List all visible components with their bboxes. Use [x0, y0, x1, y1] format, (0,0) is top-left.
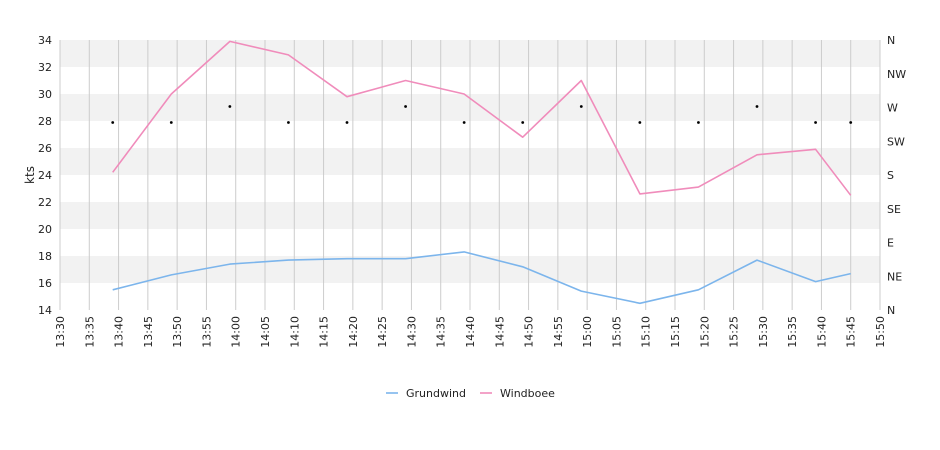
direction-markers	[111, 105, 853, 124]
direction-marker	[462, 121, 466, 124]
x-tick-label: 15:40	[815, 316, 828, 348]
x-tick-label: 15:45	[845, 316, 858, 348]
x-tick-label: 14:45	[493, 316, 506, 348]
x-tick-label: 13:50	[171, 316, 184, 348]
direction-tick-label: SE	[887, 203, 901, 216]
x-tick-label: 14:15	[318, 316, 331, 348]
direction-tick-label: SW	[887, 135, 905, 148]
x-tick-label: 14:55	[552, 316, 565, 348]
y-tick-label: 34	[38, 34, 52, 47]
direction-tick-label: E	[887, 237, 894, 250]
x-tick-label: 14:20	[347, 316, 360, 348]
direction-tick-label: N	[887, 34, 895, 47]
y-tick-label: 24	[38, 169, 52, 182]
x-tick-label: 13:40	[113, 316, 126, 348]
series-line-windboee	[112, 40, 852, 196]
y-tick-label: 14	[38, 304, 52, 317]
x-tick-label: 14:50	[523, 316, 536, 348]
x-tick-label: 15:30	[757, 316, 770, 348]
legend: Grundwind Windboee	[386, 387, 555, 400]
x-tick-label: 15:25	[728, 316, 741, 348]
x-tick-label: 14:25	[376, 316, 389, 348]
x-tick-label: 15:35	[786, 316, 799, 348]
direction-marker	[521, 121, 525, 124]
direction-marker	[755, 105, 759, 108]
direction-marker	[345, 121, 349, 124]
direction-marker	[169, 121, 173, 124]
direction-marker	[404, 105, 407, 108]
direction-marker	[228, 105, 232, 108]
x-tick-label: 14:35	[435, 316, 448, 348]
x-tick-label: 14:40	[464, 316, 477, 348]
y-axis: 14 16 18 20 22 24 26 28 30 32 34	[38, 34, 52, 317]
direction-tick-label: NE	[887, 270, 902, 283]
x-tick-label: 15:20	[698, 316, 711, 348]
direction-marker	[287, 121, 290, 124]
x-tick-label: 15:05	[610, 316, 623, 348]
legend-label: Grundwind	[406, 387, 466, 400]
x-axis: 13:30 13:35 13:40 13:45 13:50 13:55 14:00 14:05…	[54, 316, 887, 348]
x-tick-label: 14:05	[259, 316, 272, 348]
y-tick-label: 20	[38, 223, 52, 236]
x-tick-label: 15:15	[669, 316, 682, 348]
y-tick-label: 32	[38, 61, 52, 74]
direction-tick-label: N	[887, 304, 895, 317]
direction-tick-label: S	[887, 169, 894, 182]
direction-marker	[849, 121, 853, 124]
x-tick-label: 15:10	[640, 316, 653, 348]
direction-marker	[579, 105, 583, 108]
direction-marker	[111, 121, 115, 124]
y-tick-label: 22	[38, 196, 52, 209]
x-tick-label: 13:55	[200, 316, 213, 348]
y-tick-label: 28	[38, 115, 52, 128]
y-tick-label: 30	[38, 88, 52, 101]
direction-marker	[697, 121, 700, 124]
legend-label: Windboee	[500, 387, 555, 400]
series-line-grundwind	[112, 251, 851, 305]
y-tick-label: 26	[38, 142, 52, 155]
direction-axis: N NE E SE S SW W NW N	[887, 34, 906, 317]
x-tick-label: 14:00	[230, 316, 243, 348]
direction-tick-label: NW	[887, 68, 906, 81]
x-tick-label: 14:30	[405, 316, 418, 348]
direction-marker	[638, 121, 642, 124]
x-tick-label: 15:50	[874, 316, 887, 348]
x-tick-label: 13:45	[142, 316, 155, 348]
x-tick-label: 14:10	[288, 316, 301, 348]
x-tick-label: 13:30	[54, 316, 67, 348]
y-axis-label: kts	[23, 166, 37, 184]
direction-tick-label: W	[887, 102, 898, 115]
y-tick-label: 16	[38, 277, 52, 290]
direction-marker	[814, 121, 817, 124]
vertical-gridlines	[59, 40, 881, 310]
series-lines	[112, 40, 852, 305]
y-tick-label: 18	[38, 250, 52, 263]
x-tick-label: 13:35	[83, 316, 96, 348]
x-tick-label: 15:00	[581, 316, 594, 348]
